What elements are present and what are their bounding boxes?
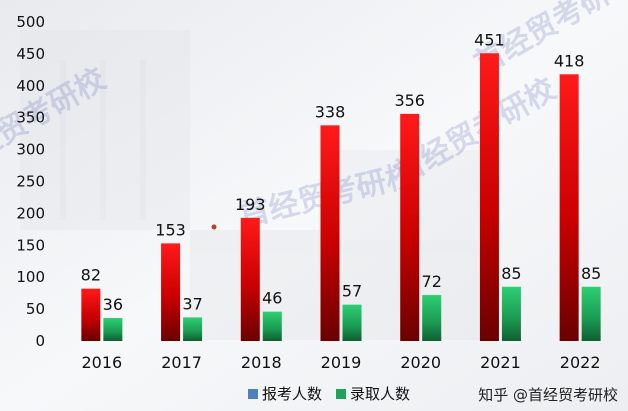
data-label-applicants-2020: 356 bbox=[394, 91, 425, 110]
x-tick-label: 2018 bbox=[241, 353, 282, 372]
data-label-admitted-2018: 46 bbox=[262, 289, 282, 308]
legend-swatch-1 bbox=[248, 389, 258, 399]
bar-admitted-2017 bbox=[183, 317, 203, 341]
x-tick-label: 2022 bbox=[560, 353, 601, 372]
data-label-admitted-2017: 37 bbox=[182, 294, 202, 313]
bar-applicants-2018 bbox=[240, 217, 260, 341]
data-label-admitted-2022: 85 bbox=[581, 264, 601, 283]
bar-admitted-2021 bbox=[501, 286, 521, 341]
y-tick-label: 250 bbox=[16, 173, 45, 191]
data-label-admitted-2016: 36 bbox=[103, 295, 123, 314]
legend-label-1: 报考人数 bbox=[262, 385, 322, 403]
y-tick-label: 500 bbox=[16, 13, 45, 31]
bar-applicants-2022 bbox=[559, 74, 579, 341]
x-tick-label: 2017 bbox=[161, 353, 202, 372]
y-tick-label: 400 bbox=[16, 77, 45, 95]
y-axis-ticks: 0 50 100 150 200 250 300 350 400 450 500 bbox=[16, 13, 45, 350]
data-label-applicants-2016: 82 bbox=[81, 266, 101, 285]
data-label-applicants-2022: 418 bbox=[554, 51, 585, 70]
bar-admitted-2019 bbox=[342, 304, 362, 341]
data-label-applicants-2021: 451 bbox=[474, 30, 505, 49]
bar-applicants-2020 bbox=[400, 113, 420, 341]
legend-label-2: 录取人数 bbox=[350, 385, 410, 403]
stray-dot bbox=[211, 224, 217, 230]
data-label-admitted-2021: 85 bbox=[501, 264, 521, 283]
legend-swatch-2 bbox=[336, 389, 346, 399]
legend: 报考人数 录取人数 bbox=[248, 385, 410, 403]
x-tick-label: 2020 bbox=[400, 353, 441, 372]
y-tick-label: 50 bbox=[26, 300, 45, 318]
y-tick-label: 350 bbox=[16, 109, 45, 127]
bar-admitted-2018 bbox=[262, 311, 282, 341]
x-axis-labels: 2016 2017 2018 2019 2020 2021 2022 bbox=[81, 353, 600, 372]
bar-applicants-2017 bbox=[161, 243, 181, 341]
y-tick-label: 300 bbox=[16, 141, 45, 159]
data-label-applicants-2017: 153 bbox=[155, 220, 186, 239]
y-tick-label: 0 bbox=[35, 332, 45, 350]
bar-admitted-2022 bbox=[581, 286, 601, 341]
y-tick-label: 200 bbox=[16, 204, 45, 222]
bar-applicants-2019 bbox=[320, 125, 340, 341]
y-tick-label: 100 bbox=[16, 268, 45, 286]
data-label-applicants-2019: 338 bbox=[315, 102, 346, 121]
data-label-admitted-2019: 57 bbox=[342, 282, 362, 301]
x-tick-label: 2021 bbox=[480, 353, 521, 372]
credit-text: 知乎 @首经贸考研校 bbox=[478, 386, 618, 404]
x-tick-label: 2019 bbox=[321, 353, 362, 372]
bar-admitted-2020 bbox=[422, 295, 442, 341]
x-tick-label: 2016 bbox=[81, 353, 122, 372]
data-label-applicants-2018: 193 bbox=[235, 195, 266, 214]
data-label-admitted-2020: 72 bbox=[422, 272, 442, 291]
y-tick-label: 450 bbox=[16, 45, 45, 63]
bar-applicants-2021 bbox=[479, 53, 499, 342]
bar-admitted-2016 bbox=[103, 318, 123, 341]
y-tick-label: 150 bbox=[16, 236, 45, 254]
bar-applicants-2016 bbox=[81, 288, 101, 341]
